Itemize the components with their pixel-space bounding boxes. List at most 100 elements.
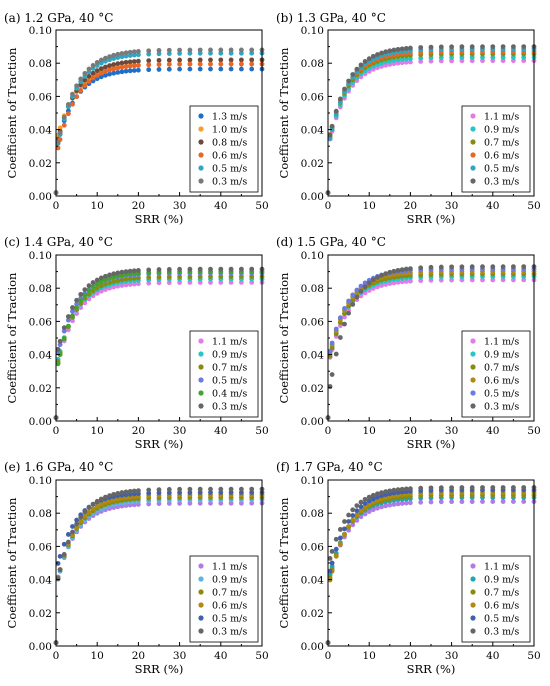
legend-marker: [198, 113, 204, 119]
data-point: [228, 490, 234, 495]
legend-marker: [470, 403, 476, 409]
data-point: [115, 65, 121, 71]
data-point: [469, 44, 475, 50]
data-point: [103, 287, 108, 292]
legend: 1.1 m/s 0.9 m/s 0.7 m/s 0.5 m/s 0.4 m/s 0.3 m…: [189, 330, 259, 418]
data-point: [65, 102, 71, 107]
series-0-3-m-s: [325, 485, 537, 646]
legend-marker: [470, 113, 476, 119]
y-tick-label: 0.00: [29, 191, 52, 203]
data-point: [249, 266, 255, 272]
data-point: [208, 57, 213, 63]
data-point: [521, 58, 527, 64]
data-point: [333, 326, 339, 332]
data-point: [249, 486, 255, 492]
data-point: [490, 44, 496, 50]
data-point: [337, 541, 343, 547]
data-point: [111, 62, 117, 67]
data-point: [136, 67, 141, 73]
data-point: [70, 305, 75, 310]
legend-label: 0.3 m/s: [484, 627, 519, 638]
data-point: [103, 277, 108, 283]
data-point: [249, 500, 255, 506]
data-point: [228, 486, 234, 492]
data-point: [337, 535, 343, 541]
data-point: [342, 526, 347, 532]
legend-label: 0.6 m/s: [212, 601, 247, 612]
data-point: [428, 277, 434, 283]
legend-label: 0.3 m/s: [212, 402, 247, 413]
data-point: [136, 63, 141, 68]
chart-panel-d: (d) 1.5 GPa, 40 °C 0 10 20 30 40 50 0.00 0.02 0.0…: [276, 235, 541, 451]
data-point: [177, 266, 183, 272]
data-point: [387, 269, 393, 275]
y-tick-label: 0.08: [29, 508, 52, 520]
data-point: [103, 494, 108, 500]
data-point: [239, 66, 244, 72]
data-point: [166, 274, 172, 280]
legend-marker: [470, 338, 476, 344]
data-point: [418, 278, 424, 284]
x-tick-label: 10: [91, 650, 104, 662]
data-point: [127, 63, 133, 69]
data-point: [57, 553, 63, 559]
data-point: [511, 264, 516, 270]
data-point: [65, 532, 71, 537]
data-point: [78, 76, 84, 82]
data-point: [131, 63, 137, 69]
data-point: [228, 500, 234, 506]
data-point: [346, 524, 351, 529]
data-point: [94, 498, 100, 504]
data-point: [123, 68, 129, 74]
data-point: [418, 499, 424, 505]
data-point: [480, 499, 485, 505]
data-point: [82, 287, 88, 292]
legend-marker: [198, 126, 204, 132]
legend-marker: [198, 152, 204, 158]
data-point: [123, 64, 129, 70]
data-point: [350, 507, 356, 513]
data-point: [333, 108, 339, 114]
data-point: [403, 500, 409, 506]
data-point: [103, 273, 108, 279]
legend-label: 1.3 m/s: [212, 112, 247, 123]
x-tick-label: 40: [214, 200, 227, 212]
data-point: [354, 503, 360, 508]
data-point: [74, 517, 79, 523]
data-point: [500, 264, 506, 270]
x-tick-label: 20: [132, 200, 145, 212]
legend-box: [461, 330, 531, 418]
legend-label: 0.5 m/s: [212, 376, 247, 387]
data-point: [187, 50, 193, 56]
data-point: [391, 502, 397, 507]
x-axis-label: SRR (%): [407, 437, 456, 451]
data-point: [327, 556, 333, 561]
data-point: [156, 51, 162, 57]
x-tick-label: 20: [132, 425, 145, 437]
legend-marker: [470, 576, 476, 582]
legend-marker: [198, 589, 204, 595]
legend-marker: [198, 165, 204, 171]
data-point: [94, 73, 100, 78]
data-point: [115, 283, 121, 289]
panel-title: (f) 1.7 GPa, 40 °C: [276, 460, 383, 474]
data-point: [337, 315, 343, 321]
y-tick-label: 0.04: [29, 575, 53, 587]
data-point: [61, 336, 67, 342]
data-point: [346, 78, 351, 84]
data-point: [449, 264, 454, 270]
legend-marker: [470, 364, 476, 370]
x-axis-label: SRR (%): [135, 212, 184, 226]
x-tick-label: 30: [173, 425, 186, 437]
data-point: [82, 71, 88, 76]
data-point: [239, 500, 244, 506]
data-point: [370, 286, 376, 291]
x-tick-label: 10: [363, 200, 376, 212]
data-point: [78, 291, 84, 297]
data-point: [123, 269, 129, 275]
y-axis-label: Coefficient of Traction: [5, 47, 19, 179]
panel-title: (a) 1.2 GPa, 40 °C: [4, 11, 113, 25]
legend-box: [461, 555, 531, 643]
legend-marker: [470, 628, 476, 634]
data-point: [111, 284, 117, 290]
